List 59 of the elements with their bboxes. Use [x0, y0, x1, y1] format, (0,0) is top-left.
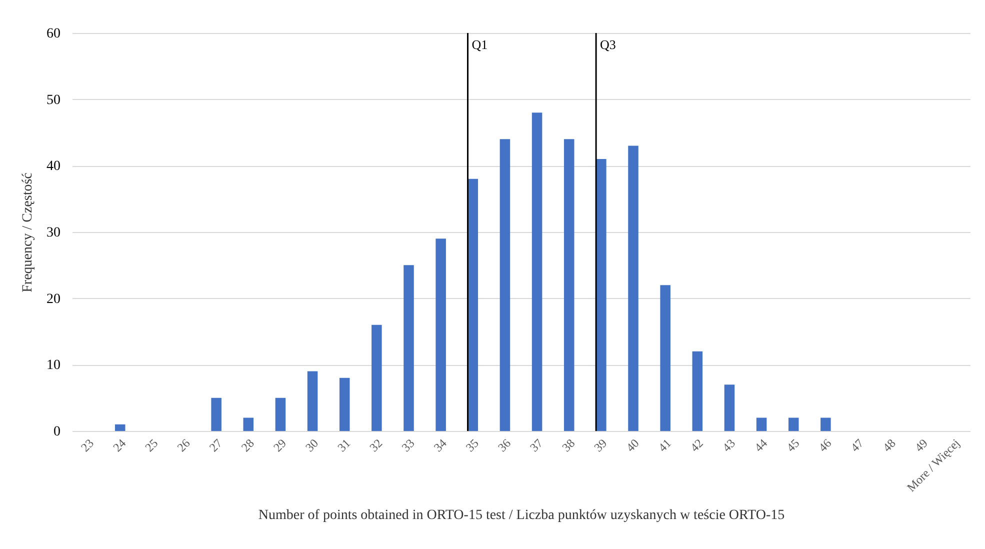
ref-line-label: Q3: [600, 37, 616, 52]
x-tick-label: 27: [206, 436, 225, 454]
x-axis-title: Number of points obtained in ORTO-15 test / Liczba punktów uzyskanych w teście ORTO-15: [258, 508, 785, 523]
x-tick-label: 32: [366, 436, 386, 454]
x-tick-label: 25: [142, 436, 161, 454]
bar: [243, 418, 254, 431]
x-tick-label: 39: [591, 436, 610, 454]
x-tick-label: 46: [816, 436, 834, 454]
bar: [500, 139, 510, 431]
x-tick-label: 28: [238, 436, 257, 454]
x-tick-label: 44: [752, 436, 770, 454]
bar: [339, 378, 350, 431]
bar: [436, 238, 446, 431]
y-tick-label: 30: [46, 226, 60, 240]
x-tick-label: 40: [623, 436, 642, 454]
x-tick-label: 33: [398, 436, 418, 454]
bar: [596, 159, 606, 431]
x-tick-label: 35: [462, 436, 482, 454]
x-tick-label: 24: [110, 436, 129, 454]
bar: [724, 384, 735, 431]
y-tick-label: 40: [46, 159, 60, 174]
bar: [788, 418, 799, 431]
y-tick-label: 60: [46, 26, 60, 42]
bar: [692, 351, 703, 431]
bar: [628, 146, 638, 431]
x-tick-label: 47: [848, 436, 866, 454]
bar: [468, 178, 478, 431]
bar: [307, 371, 318, 431]
bar: [404, 265, 414, 431]
x-tick-label: 31: [334, 436, 354, 454]
x-tick-label: 45: [784, 436, 802, 454]
x-tick-label: 34: [430, 436, 450, 454]
bar: [820, 418, 831, 431]
x-tick-label: 48: [880, 436, 898, 454]
x-tick-label: 30: [302, 436, 322, 454]
y-tick-label: 50: [46, 92, 60, 108]
x-tick-label: 26: [174, 436, 193, 454]
x-tick-label: 49: [912, 436, 930, 454]
ref-line-label: Q1: [472, 37, 488, 52]
bar: [532, 112, 542, 431]
x-tick-label: 29: [270, 436, 289, 454]
x-tick-label: 23: [78, 436, 97, 454]
x-tick-label: 43: [720, 436, 738, 454]
y-tick-label: 10: [46, 358, 60, 374]
bar: [660, 285, 670, 431]
x-tick-label: 37: [527, 436, 546, 454]
bar: [114, 424, 126, 431]
bar: [372, 324, 382, 431]
bar: [275, 398, 286, 431]
bar: [564, 139, 574, 431]
y-tick-label: 0: [54, 424, 60, 440]
x-tick-label: 42: [687, 436, 706, 454]
bar: [756, 418, 767, 431]
x-tick-label: 36: [495, 436, 514, 454]
x-tick-label: 41: [655, 436, 674, 454]
y-axis-title: Frequency / Częstość: [20, 172, 36, 292]
y-tick-label: 20: [46, 292, 60, 307]
bar: [211, 398, 222, 431]
x-tick-label: 38: [559, 436, 578, 454]
